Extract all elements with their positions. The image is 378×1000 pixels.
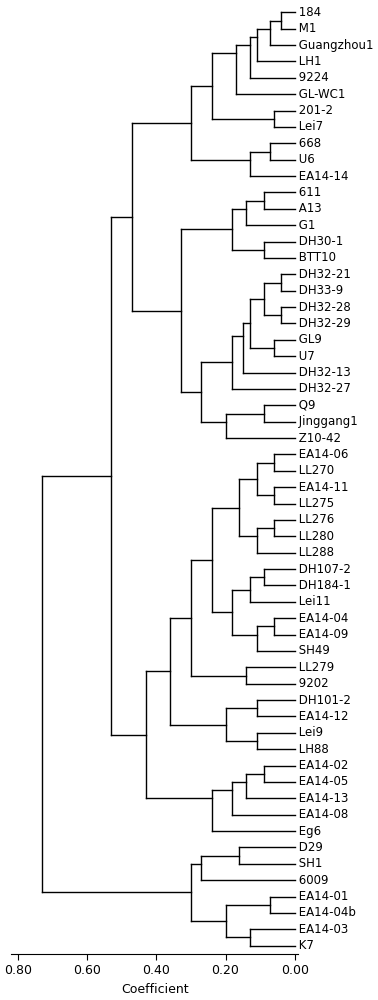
Text: EA14-03: EA14-03 [295, 923, 349, 936]
Text: 668: 668 [295, 137, 322, 150]
Text: Z10-42: Z10-42 [295, 432, 341, 445]
Text: K7: K7 [295, 939, 314, 952]
Text: DH32-28: DH32-28 [295, 301, 351, 314]
Text: EA14-12: EA14-12 [295, 710, 349, 723]
Text: Guangzhou1: Guangzhou1 [295, 39, 374, 52]
Text: U7: U7 [295, 350, 315, 363]
Text: EA14-09: EA14-09 [295, 628, 349, 641]
Text: EA14-13: EA14-13 [295, 792, 349, 805]
Text: 9224: 9224 [295, 71, 329, 84]
Text: Eg6: Eg6 [295, 825, 322, 838]
Text: Q9: Q9 [295, 399, 316, 412]
Text: Lei7: Lei7 [295, 120, 324, 133]
Text: GL9: GL9 [295, 333, 322, 346]
Text: G1: G1 [295, 219, 316, 232]
Text: LL288: LL288 [295, 546, 335, 559]
Text: Jinggang1: Jinggang1 [295, 415, 358, 428]
Text: EA14-06: EA14-06 [295, 448, 349, 461]
Text: DH32-29: DH32-29 [295, 317, 351, 330]
Text: D29: D29 [295, 841, 323, 854]
Text: DH32-27: DH32-27 [295, 382, 351, 395]
Text: DH33-9: DH33-9 [295, 284, 344, 297]
Text: 611: 611 [295, 186, 322, 199]
Text: 201-2: 201-2 [295, 104, 333, 117]
Text: EA14-04b: EA14-04b [295, 906, 356, 919]
Text: GL-WC1: GL-WC1 [295, 88, 346, 101]
Text: BTT10: BTT10 [295, 251, 336, 264]
Text: U6: U6 [295, 153, 315, 166]
Text: 9202: 9202 [295, 677, 329, 690]
Text: DH107-2: DH107-2 [295, 563, 351, 576]
Text: EA14-02: EA14-02 [295, 759, 349, 772]
Text: LL275: LL275 [295, 497, 335, 510]
Text: Lei11: Lei11 [295, 595, 331, 608]
Text: EA14-01: EA14-01 [295, 890, 349, 903]
Text: EA14-08: EA14-08 [295, 808, 349, 821]
Text: EA14-11: EA14-11 [295, 481, 349, 494]
Text: EA14-04: EA14-04 [295, 612, 349, 625]
Text: DH101-2: DH101-2 [295, 694, 351, 707]
Text: DH30-1: DH30-1 [295, 235, 344, 248]
Text: A13: A13 [295, 202, 322, 215]
Text: LL279: LL279 [295, 661, 335, 674]
Text: LL270: LL270 [295, 464, 335, 477]
Text: Lei9: Lei9 [295, 726, 324, 739]
X-axis label: Coefficient: Coefficient [121, 983, 189, 996]
Text: DH32-13: DH32-13 [295, 366, 351, 379]
Text: 184: 184 [295, 6, 322, 19]
Text: DH184-1: DH184-1 [295, 579, 351, 592]
Text: DH32-21: DH32-21 [295, 268, 351, 281]
Text: EA14-14: EA14-14 [295, 170, 349, 183]
Text: LH1: LH1 [295, 55, 322, 68]
Text: LL276: LL276 [295, 513, 335, 526]
Text: EA14-05: EA14-05 [295, 775, 349, 788]
Text: LL280: LL280 [295, 530, 335, 543]
Text: SH49: SH49 [295, 644, 330, 657]
Text: SH1: SH1 [295, 857, 323, 870]
Text: LH88: LH88 [295, 743, 329, 756]
Text: M1: M1 [295, 22, 317, 35]
Text: 6009: 6009 [295, 874, 329, 887]
